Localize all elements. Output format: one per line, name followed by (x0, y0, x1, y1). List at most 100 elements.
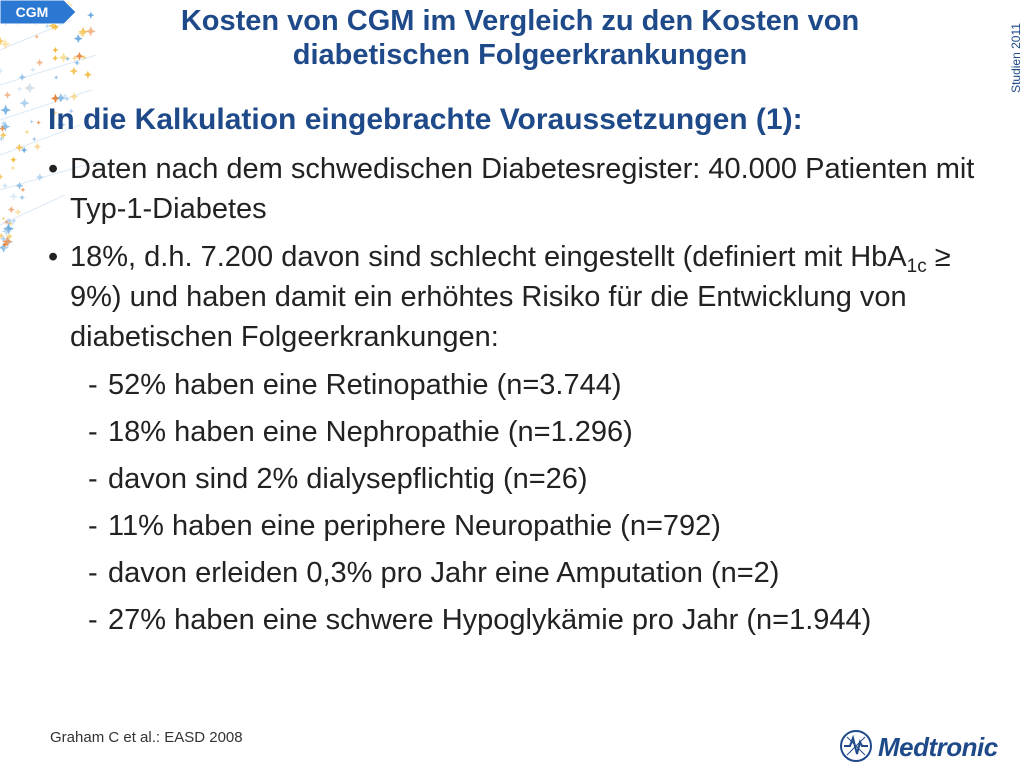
star-decoration (0, 232, 5, 240)
side-label: Studien 2011 (1009, 23, 1023, 93)
star-decoration (9, 219, 16, 226)
star-decoration (0, 104, 12, 116)
star-decoration (44, 23, 51, 29)
sub-item: - davon sind 2% dialysepflichtig (n=26) (48, 459, 998, 499)
star-decoration (10, 156, 17, 164)
sub-item-text: 27% haben eine schwere Hypoglykämie pro … (108, 604, 872, 636)
star-decoration (0, 67, 4, 75)
bullet-text: Daten nach dem schwedischen Diabetesregi… (70, 153, 975, 225)
dash-mark: - (88, 604, 98, 636)
dash-mark: - (88, 369, 98, 401)
star-decoration (71, 55, 78, 62)
bullet-text-before: 18%, d.h. 7.200 davon sind schlecht eing… (70, 241, 907, 273)
star-decoration (62, 93, 68, 99)
star-decoration (34, 34, 40, 40)
star-decoration (58, 52, 69, 63)
star-decoration (0, 38, 11, 50)
star-decoration (8, 221, 13, 226)
slide-content: In die Kalkulation eingebrachte Vorausse… (48, 103, 998, 647)
star-decoration (48, 21, 58, 31)
sub-item: - 27% haben eine schwere Hypoglykämie pr… (48, 600, 998, 640)
sub-item: - 18% haben eine Nephropathie (n=1.296) (48, 412, 998, 452)
streak-decoration (0, 159, 103, 191)
star-decoration (24, 82, 36, 94)
sub-item: - 11% haben eine periphere Neuropathie (… (48, 506, 998, 546)
star-pattern-decoration (0, 0, 103, 253)
star-decoration (85, 26, 96, 37)
hba1c-subscript: 1c (906, 256, 927, 277)
star-decoration (29, 119, 34, 124)
title-line-1: Kosten von CGM im Vergleich zu den Koste… (180, 5, 860, 37)
star-decoration (87, 11, 95, 19)
star-decoration (60, 112, 66, 118)
star-decoration (24, 129, 30, 135)
dash-mark: - (88, 557, 98, 589)
star-decoration (0, 131, 7, 139)
cgm-badge: CGM (0, 0, 78, 24)
star-decoration (15, 181, 24, 190)
star-decoration (56, 120, 66, 130)
star-decoration (36, 120, 41, 126)
star-decoration (19, 98, 30, 108)
streak-decoration (0, 194, 65, 226)
star-decoration (20, 146, 28, 154)
dash-mark: - (88, 416, 98, 448)
bullet-item: • Daten nach dem schwedischen Diabetesre… (48, 149, 998, 229)
title-line-2: diabetischen Folgeerkrankungen (292, 39, 748, 71)
star-decoration (0, 235, 7, 243)
star-decoration (53, 75, 59, 80)
star-decoration (50, 93, 61, 103)
star-decoration (10, 165, 16, 171)
star-decoration (74, 59, 80, 66)
star-decoration (19, 194, 26, 201)
star-decoration (73, 34, 83, 44)
star-decoration (3, 91, 12, 99)
bullet-text-after: ≥ 9%) und haben damit ein erhöhtes Risik… (70, 241, 951, 353)
star-decoration (9, 192, 19, 201)
star-decoration (5, 233, 13, 240)
star-decoration (0, 173, 4, 180)
bullet-mark: • (48, 241, 59, 273)
sub-item-text: 18% haben eine Nephropathie (n=1.296) (108, 416, 633, 448)
star-decoration (2, 245, 8, 251)
medtronic-logo-icon (840, 730, 872, 762)
badge-label: CGM (15, 4, 49, 20)
subheading: In die Kalkulation eingebrachte Vorausse… (48, 103, 803, 136)
star-decoration (83, 70, 93, 79)
star-decoration (33, 142, 42, 151)
star-decoration (2, 241, 8, 248)
dash-mark: - (88, 463, 98, 495)
star-decoration (13, 208, 22, 217)
bullet-mark: • (48, 153, 59, 185)
citation: Graham C et al.: EASD 2008 (50, 729, 243, 746)
star-decoration (0, 135, 5, 142)
star-decoration (3, 223, 14, 235)
bullet-item: • 18%, d.h. 7.200 davon sind schlecht ei… (48, 237, 998, 357)
slide-title: Kosten von CGM im Vergleich zu den Koste… (100, 4, 940, 72)
star-decoration (16, 85, 23, 92)
star-decoration (0, 36, 5, 46)
star-decoration (30, 66, 36, 73)
star-decoration (7, 206, 15, 214)
star-decoration (15, 143, 24, 152)
star-decoration (1, 182, 8, 189)
star-decoration (69, 92, 79, 101)
sub-item-text: davon sind 2% dialysepflichtig (n=26) (108, 463, 588, 495)
star-decoration (52, 46, 59, 54)
star-decoration (0, 121, 11, 132)
sub-item-text: 11% haben eine periphere Neuropathie (n=… (108, 510, 721, 542)
star-decoration (1, 226, 12, 237)
sub-item: - davon erleiden 0,3% pro Jahr eine Ampu… (48, 553, 998, 593)
star-decoration (35, 58, 44, 67)
star-decoration (0, 120, 7, 127)
streak-decoration (0, 124, 80, 156)
star-decoration (77, 29, 87, 38)
star-decoration (1, 216, 6, 221)
medtronic-logo: Medtronic (838, 728, 1018, 764)
sub-item-text: 52% haben eine Retinopathie (n=3.744) (108, 369, 622, 401)
streak-decoration (0, 89, 92, 121)
star-decoration (12, 218, 17, 223)
badge-background (0, 0, 77, 24)
star-decoration (75, 51, 84, 61)
star-decoration (18, 73, 27, 82)
